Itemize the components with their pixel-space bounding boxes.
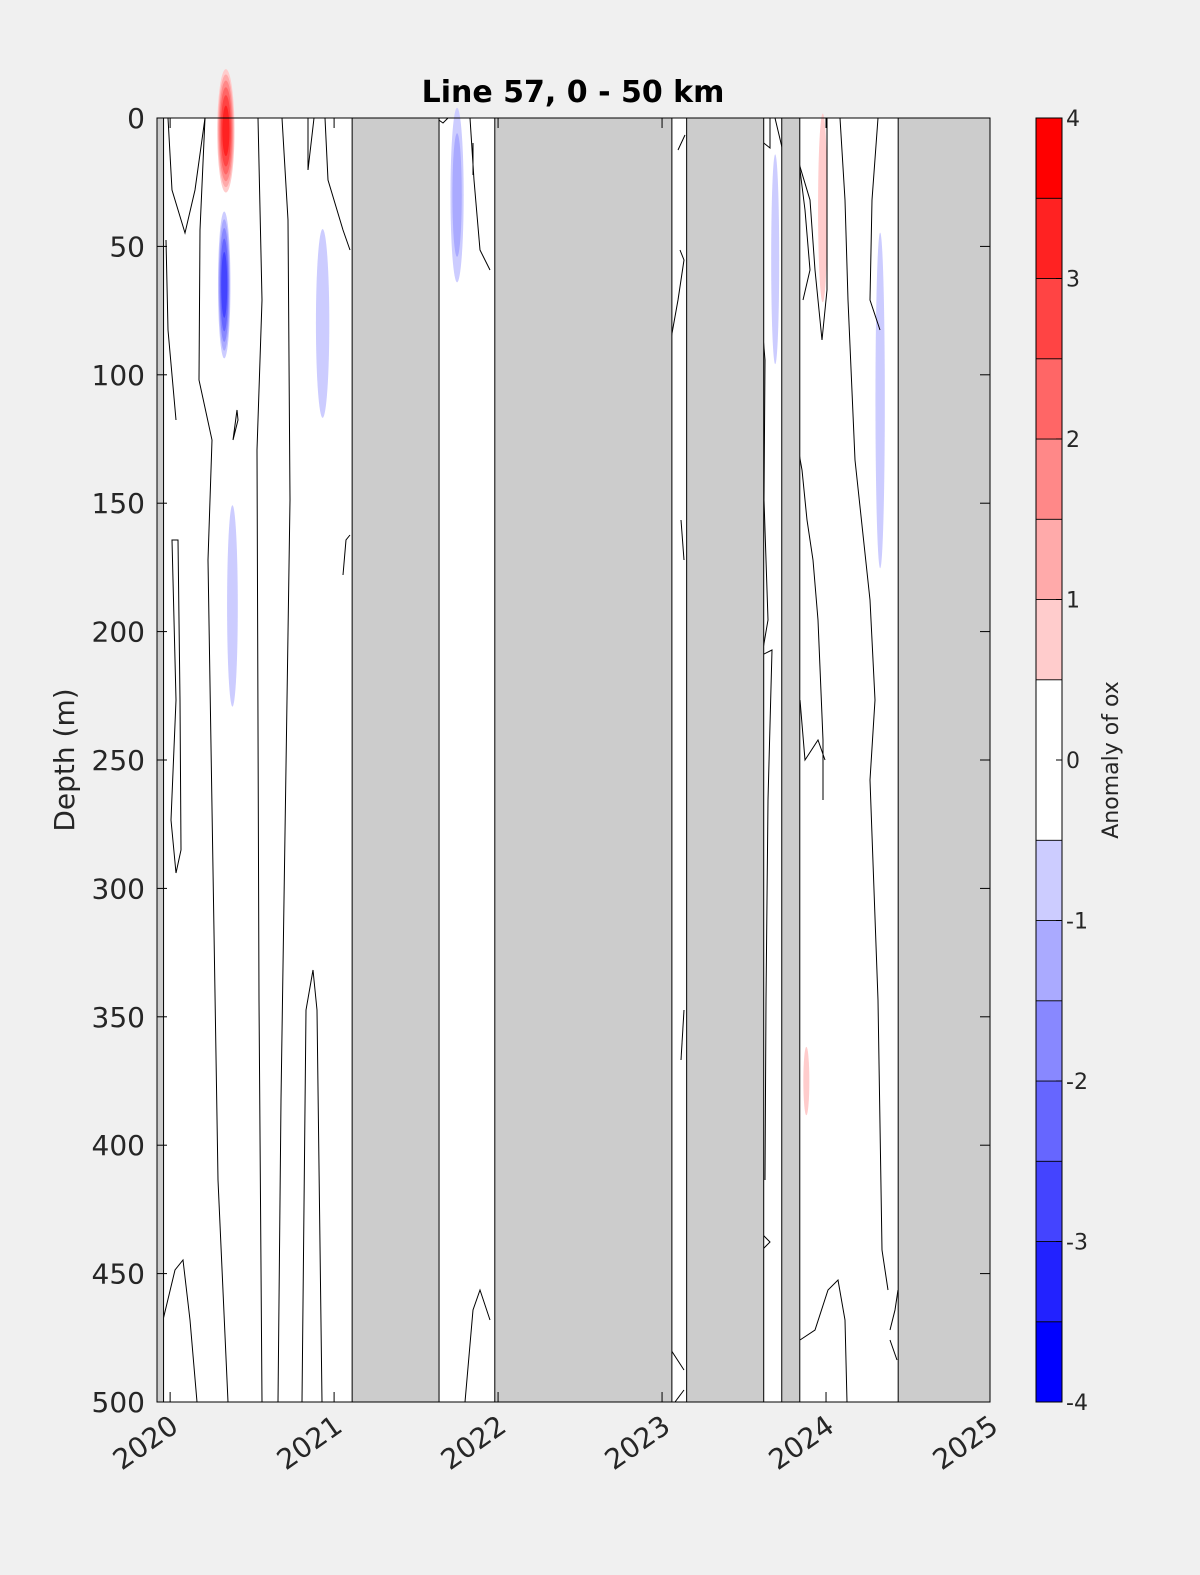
anomaly-contour-fill	[221, 252, 228, 318]
plot-area: 2020 2021 2022 2023 2024 2025 050100150200250…	[92, 69, 1004, 1477]
colorbar-tick-label: 2	[1066, 428, 1080, 453]
colorbar-swatch	[1035, 278, 1063, 360]
colorbar-swatch	[1035, 518, 1063, 600]
anomaly-contour-fill	[875, 232, 885, 569]
y-tick-label: 0	[127, 102, 145, 135]
anomaly-contour-fill	[771, 154, 780, 365]
y-tick-label: 100	[92, 359, 145, 392]
anomaly-feature	[771, 154, 780, 365]
y-tick-label: 450	[92, 1258, 145, 1291]
anomaly-contour-fill	[452, 133, 462, 257]
y-tick-label: 250	[92, 744, 145, 777]
y-tick-label: 300	[92, 872, 145, 905]
anomaly-feature	[217, 69, 235, 193]
y-tick-label: 200	[92, 616, 145, 649]
colorbar-swatch	[1035, 1241, 1063, 1323]
colorbar-tick-label: -2	[1066, 1070, 1088, 1095]
colorbar-swatch	[1035, 1160, 1063, 1242]
anomaly-feature	[450, 107, 464, 283]
anomaly-feature	[227, 505, 238, 707]
y-tick-label: 400	[92, 1129, 145, 1162]
colorbar-label: Anomaly of ox	[1099, 681, 1124, 839]
chart-title: Line 57, 0 - 50 km	[422, 75, 725, 110]
anomaly-feature	[803, 1046, 810, 1116]
colorbar-tick-label: 1	[1066, 589, 1080, 614]
colorbar-tick-label: -4	[1066, 1391, 1088, 1416]
no-data-region	[494, 117, 673, 1403]
colorbar-tick-label: 0	[1066, 749, 1080, 774]
colorbar-swatch	[1035, 920, 1063, 1002]
y-tick-label: 500	[92, 1386, 145, 1419]
anomaly-feature	[315, 229, 330, 418]
colorbar-swatch	[1035, 1080, 1063, 1162]
colorbar: -4 -3 -2 -1 0 1 2 3 4	[1035, 107, 1088, 1416]
no-data-region	[351, 117, 440, 1403]
y-tick-label: 350	[92, 1001, 145, 1034]
anomaly-contour-fill	[315, 229, 330, 418]
anomaly-layer	[217, 69, 885, 1116]
anomaly-contour-fill	[227, 505, 238, 707]
anomaly-feature	[818, 113, 828, 303]
colorbar-swatch	[1035, 839, 1063, 921]
colorbar-swatch	[1035, 438, 1063, 520]
y-axis: 0 50 100 150 200 250 300 350 400 450 500	[92, 102, 990, 1419]
colorbar-tick-label: -3	[1066, 1231, 1088, 1256]
anomaly-feature	[217, 211, 231, 359]
no-data-layer	[156, 117, 991, 1403]
y-tick-label: 150	[92, 487, 145, 520]
anomaly-contour-fill	[818, 113, 828, 303]
no-data-region	[781, 117, 801, 1403]
colorbar-swatch	[1035, 358, 1063, 440]
colorbar-swatch	[1035, 1000, 1063, 1082]
colorbar-swatch	[1035, 599, 1063, 681]
y-tick-label: 50	[109, 230, 145, 263]
anomaly-contour-fill	[222, 105, 230, 157]
colorbar-tick-label: -1	[1066, 910, 1088, 935]
anomaly-contour-fill	[803, 1046, 810, 1116]
no-data-region	[897, 117, 991, 1403]
colorbar-tick-label: 4	[1066, 107, 1080, 132]
colorbar-swatch	[1035, 1321, 1063, 1403]
anomaly-feature	[875, 232, 885, 569]
colorbar-tick-label: 3	[1066, 268, 1080, 293]
y-axis-label: Depth (m)	[48, 688, 81, 831]
colorbar-swatch	[1035, 117, 1063, 199]
colorbar-swatch	[1035, 197, 1063, 279]
no-data-region	[686, 117, 765, 1403]
